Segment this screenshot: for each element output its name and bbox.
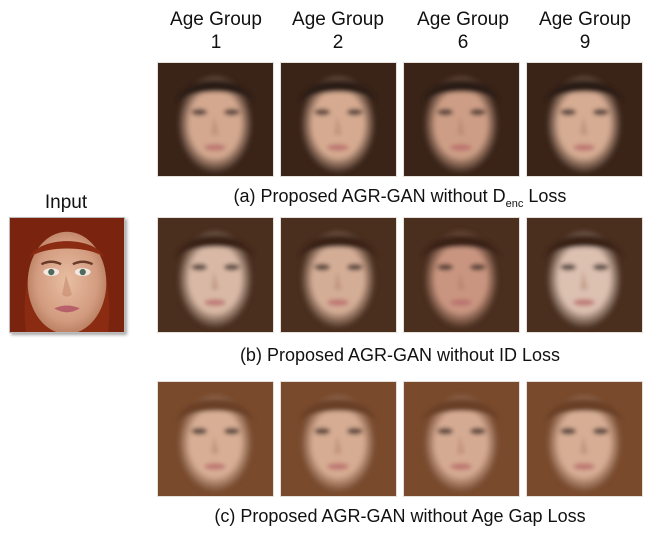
row-a-caption: (a) Proposed AGR-GAN without Denc Loss bbox=[157, 186, 643, 210]
row-c-face-age-1 bbox=[157, 381, 274, 497]
row-b-caption: (b) Proposed AGR-GAN without ID Loss bbox=[239, 345, 561, 365]
input-label: Input bbox=[44, 192, 88, 213]
row-c-face-age-6 bbox=[403, 381, 520, 497]
column-header-2-group: 2 bbox=[332, 32, 344, 53]
column-header-1-title: Age Group bbox=[170, 9, 262, 30]
row-a-caption-end: Loss bbox=[523, 186, 567, 206]
column-header-4-group: 9 bbox=[579, 32, 591, 53]
row-a-face-age-9 bbox=[526, 62, 643, 177]
column-header-1-group: 1 bbox=[210, 32, 222, 53]
row-c-caption: (c) Proposed AGR-GAN without Age Gap Los… bbox=[214, 506, 586, 526]
column-header-3: Age Group 6 bbox=[401, 8, 525, 54]
row-b-face-age-6 bbox=[403, 217, 520, 333]
row-c-face-age-2 bbox=[280, 381, 397, 497]
row-b-face-age-2 bbox=[280, 217, 397, 333]
row-a-face-age-1 bbox=[157, 62, 274, 177]
row-c-face-age-9 bbox=[526, 381, 643, 497]
row-b-face-age-9 bbox=[526, 217, 643, 333]
column-header-1: Age Group 1 bbox=[154, 8, 278, 54]
row-a-caption-main: (a) Proposed AGR-GAN without D bbox=[233, 186, 506, 206]
column-header-3-title: Age Group bbox=[417, 9, 509, 30]
column-header-4: Age Group 9 bbox=[523, 8, 647, 54]
row-a-caption-subscript: enc bbox=[505, 198, 524, 210]
input-face-image bbox=[9, 217, 125, 333]
row-a-face-age-6 bbox=[403, 62, 520, 177]
row-b-face-age-1 bbox=[157, 217, 274, 333]
column-header-4-title: Age Group bbox=[539, 9, 631, 30]
column-header-2-title: Age Group bbox=[292, 9, 384, 30]
row-a-face-age-2 bbox=[280, 62, 397, 177]
column-header-2: Age Group 2 bbox=[276, 8, 400, 54]
column-header-3-group: 6 bbox=[457, 32, 469, 53]
